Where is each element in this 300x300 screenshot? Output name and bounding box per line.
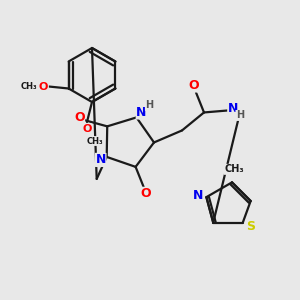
Text: O: O: [74, 111, 85, 124]
Text: O: O: [140, 188, 151, 200]
Text: O: O: [189, 79, 199, 92]
Text: O: O: [82, 124, 92, 134]
Text: N: N: [193, 189, 204, 202]
Text: H: H: [236, 110, 244, 121]
Text: H: H: [146, 100, 154, 110]
Text: N: N: [136, 106, 147, 119]
Text: CH₃: CH₃: [87, 136, 103, 146]
Text: N: N: [95, 153, 106, 167]
Text: N: N: [228, 102, 238, 115]
Text: O: O: [39, 82, 48, 92]
Text: CH₃: CH₃: [20, 82, 37, 91]
Text: S: S: [246, 220, 255, 233]
Text: CH₃: CH₃: [224, 164, 244, 174]
